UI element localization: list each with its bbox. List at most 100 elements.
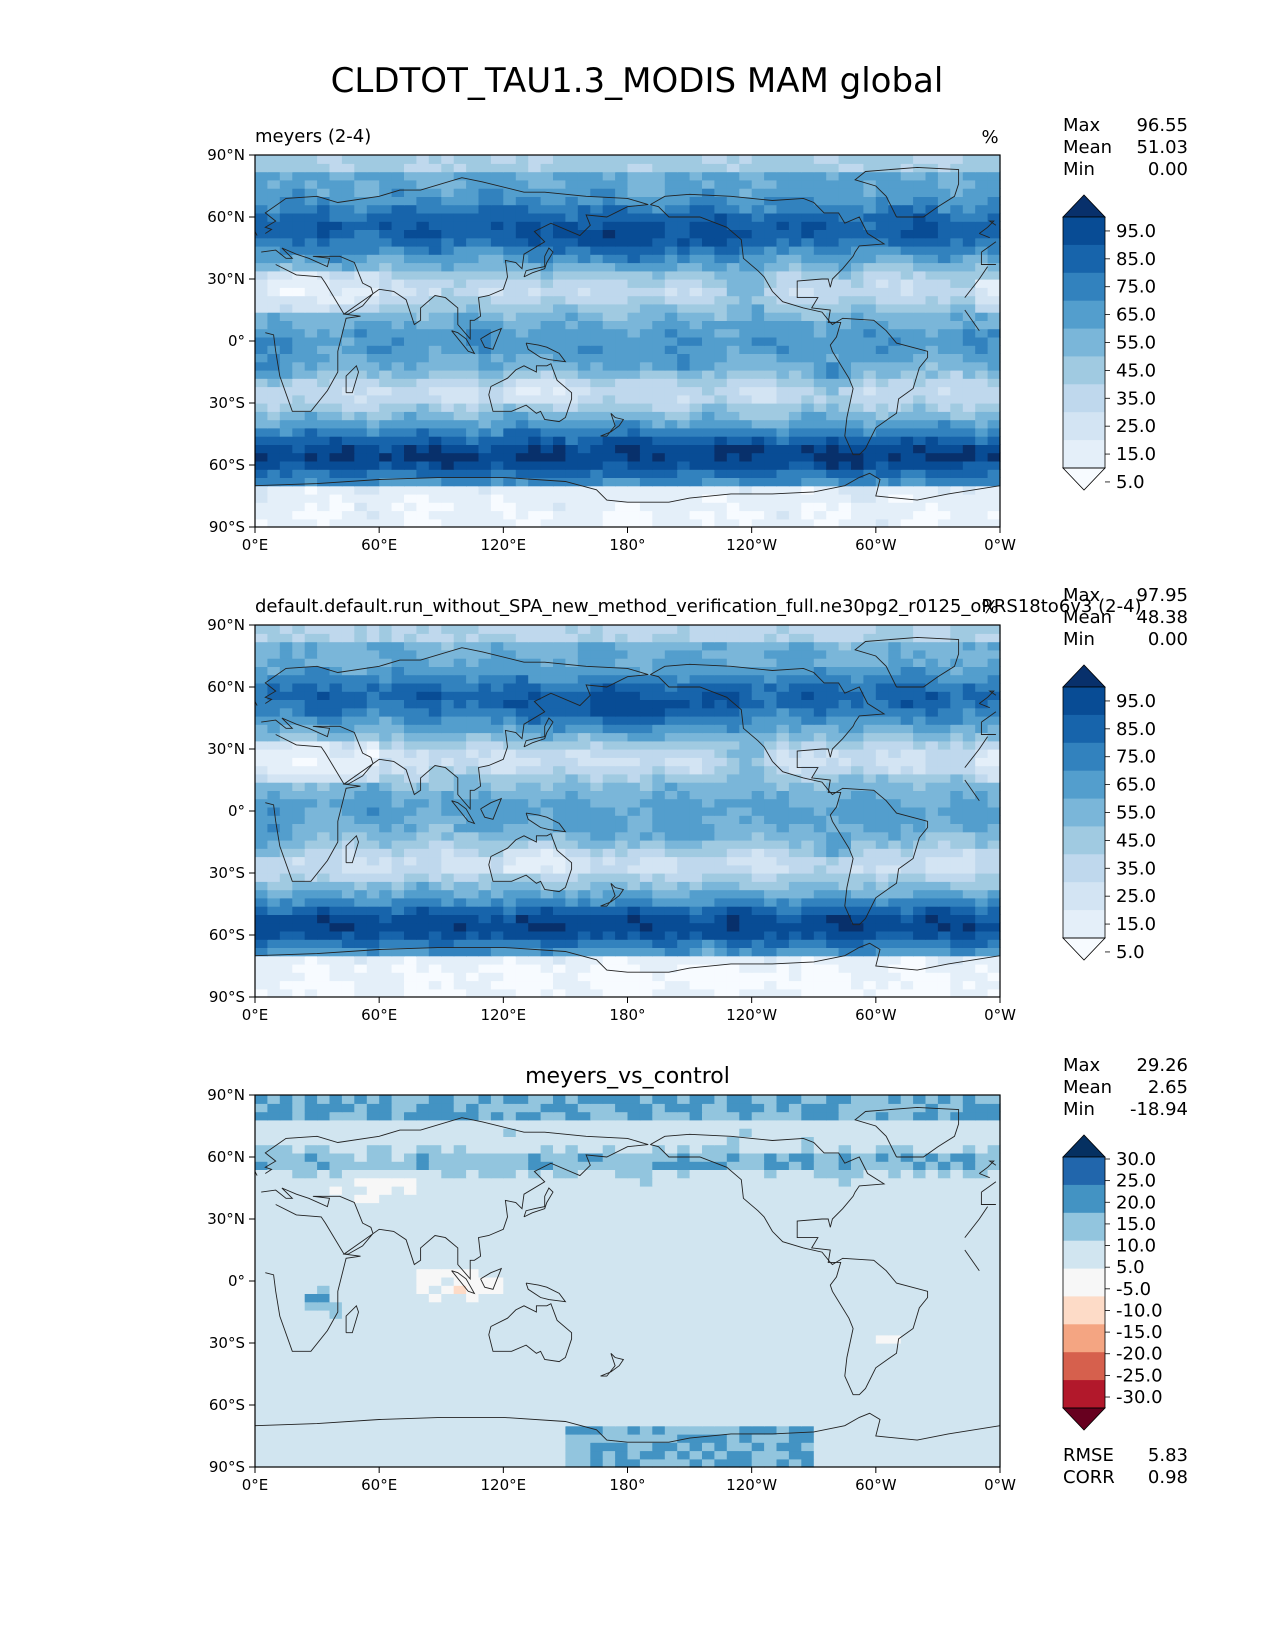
field-cell bbox=[317, 988, 331, 998]
field-cell bbox=[515, 411, 529, 421]
field-cell bbox=[751, 237, 765, 247]
field-cell bbox=[279, 262, 293, 272]
field-cell bbox=[354, 782, 368, 791]
field-cell bbox=[652, 460, 666, 470]
field-cell bbox=[764, 873, 778, 882]
field-cell bbox=[292, 411, 306, 421]
field-cell bbox=[317, 881, 331, 891]
field-cell bbox=[577, 823, 591, 833]
field-cell bbox=[354, 179, 368, 189]
field-cell bbox=[379, 831, 393, 841]
field-cell bbox=[714, 749, 728, 758]
field-cell bbox=[702, 312, 715, 321]
field-cell bbox=[801, 782, 815, 791]
field-cell bbox=[950, 881, 964, 891]
field-cell bbox=[975, 839, 989, 849]
field-cell bbox=[838, 369, 852, 379]
field-cell bbox=[602, 204, 616, 214]
field-cell bbox=[292, 798, 306, 808]
field-cell bbox=[764, 749, 778, 758]
field-cell bbox=[801, 815, 815, 824]
field-cell bbox=[888, 815, 902, 824]
field-cell bbox=[627, 988, 641, 998]
field-cell bbox=[739, 163, 753, 173]
field-cell bbox=[466, 452, 480, 462]
field-cell bbox=[553, 295, 566, 305]
field-cell bbox=[888, 715, 902, 725]
field-cell bbox=[689, 815, 703, 824]
field-cell bbox=[689, 972, 703, 982]
field-cell bbox=[677, 179, 691, 189]
field-cell bbox=[441, 972, 455, 982]
field-cell bbox=[826, 782, 840, 791]
field-cell bbox=[639, 336, 653, 346]
field-cell bbox=[776, 188, 790, 197]
field-cell bbox=[255, 897, 268, 907]
field-cell bbox=[329, 386, 343, 396]
field-cell bbox=[304, 345, 318, 354]
field-cell bbox=[540, 237, 554, 247]
field-cell bbox=[677, 469, 691, 478]
field-cell bbox=[851, 369, 864, 379]
field-cell bbox=[888, 790, 902, 800]
field-cell bbox=[366, 270, 380, 280]
field-cell bbox=[341, 221, 355, 230]
field-cell bbox=[441, 724, 455, 734]
field-cell bbox=[813, 699, 827, 709]
field-cell bbox=[664, 790, 678, 800]
field-cell bbox=[615, 988, 629, 998]
field-cell bbox=[689, 386, 703, 396]
field-cell bbox=[801, 386, 815, 396]
field-cell bbox=[826, 262, 840, 272]
field-cell bbox=[341, 188, 355, 197]
field-cell bbox=[267, 427, 281, 437]
field-cell bbox=[279, 171, 293, 181]
field-cell bbox=[677, 419, 691, 429]
field-cell bbox=[962, 196, 976, 206]
field-cell bbox=[863, 361, 877, 371]
field-cell bbox=[950, 229, 964, 239]
field-cell bbox=[540, 740, 554, 750]
field-cell bbox=[788, 518, 802, 528]
field-cell bbox=[255, 839, 268, 849]
field-cell bbox=[639, 856, 653, 866]
field-cell bbox=[503, 815, 517, 824]
field-cell bbox=[751, 724, 765, 734]
field-cell bbox=[627, 477, 641, 487]
field-cell bbox=[341, 485, 355, 495]
field-cell bbox=[776, 897, 790, 907]
field-cell bbox=[937, 394, 951, 404]
field-cell bbox=[428, 881, 442, 891]
field-cell bbox=[453, 988, 467, 998]
field-cell bbox=[702, 411, 715, 421]
field-cell bbox=[404, 856, 417, 866]
field-cell bbox=[739, 336, 753, 346]
field-cell bbox=[851, 839, 864, 849]
field-cell bbox=[528, 839, 542, 849]
field-cell bbox=[317, 229, 331, 239]
field-cell bbox=[292, 179, 306, 189]
field-cell bbox=[329, 749, 343, 758]
field-cell bbox=[987, 963, 1001, 973]
field-cell bbox=[677, 485, 691, 495]
field-cell bbox=[714, 906, 728, 915]
field-cell bbox=[602, 378, 616, 388]
field-cell bbox=[962, 427, 976, 437]
field-cell bbox=[329, 403, 343, 412]
field-cell bbox=[813, 353, 827, 363]
field-cell bbox=[416, 881, 430, 891]
field-cell bbox=[788, 452, 802, 462]
field-cell bbox=[590, 312, 604, 321]
field-cell bbox=[279, 403, 293, 412]
field-cell bbox=[801, 254, 815, 264]
field-cell bbox=[652, 790, 666, 800]
field-cell bbox=[702, 715, 715, 725]
field-cell bbox=[515, 782, 529, 791]
field-cell bbox=[987, 831, 1001, 841]
field-cell bbox=[987, 864, 1001, 874]
field-cell bbox=[540, 279, 554, 288]
field-cell bbox=[292, 436, 306, 445]
field-cell bbox=[528, 782, 542, 791]
field-cell bbox=[788, 320, 802, 330]
field-cell bbox=[416, 179, 430, 189]
